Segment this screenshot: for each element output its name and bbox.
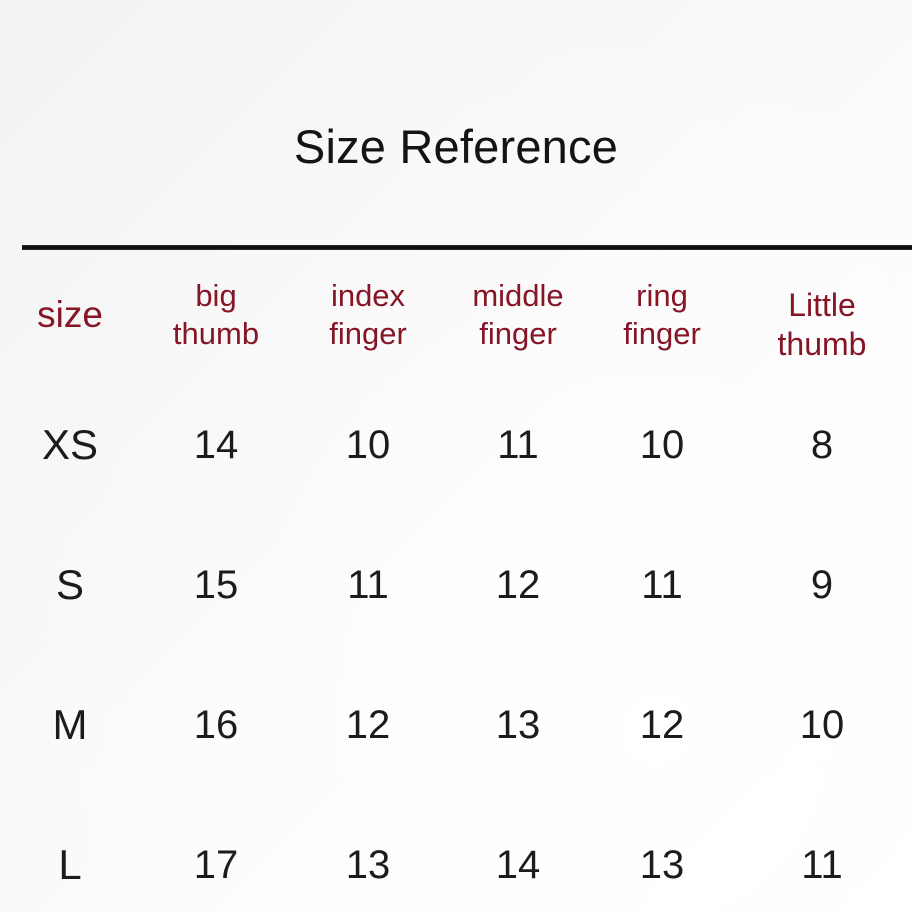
cell-little-thumb: 11	[801, 843, 843, 887]
cell-index-finger: 12	[345, 703, 391, 747]
column-header-middle-finger-line2: finger	[479, 316, 557, 351]
column-header-index-finger-line1: index	[330, 278, 406, 314]
column-header-little-thumb-line2: thumb	[777, 326, 867, 362]
column-header-big-thumb: big thumb	[140, 277, 292, 353]
cell-index-finger: 13	[345, 843, 391, 887]
column-header-middle-finger: middle finger	[444, 277, 592, 353]
cell-ring-finger: 10	[639, 423, 685, 467]
column-header-little-thumb-line1: Little	[788, 286, 856, 323]
cell-index-finger: 11	[347, 563, 389, 607]
cell-middle-finger: 11	[497, 423, 539, 467]
table-header-row: size big thumb index finger middle finge…	[0, 255, 912, 375]
cell-size: S	[55, 561, 84, 608]
column-header-middle-finger-line1: middle	[472, 278, 564, 314]
cell-size: M	[52, 701, 88, 748]
column-header-big-thumb-line1: big	[195, 278, 237, 314]
table-row: M 16 12 13 12 10	[0, 655, 912, 795]
column-header-ring-finger: ring finger	[592, 277, 732, 353]
column-header-size: size	[0, 292, 140, 337]
cell-size: XS	[41, 421, 99, 468]
table-row: S 15 11 12 11 9	[0, 515, 912, 655]
cell-big-thumb: 16	[193, 703, 239, 747]
cell-index-finger: 10	[345, 423, 391, 467]
column-header-index-finger: index finger	[292, 277, 444, 353]
size-reference-table: size big thumb index finger middle finge…	[0, 255, 912, 912]
cell-middle-finger: 14	[495, 843, 541, 887]
cell-ring-finger: 13	[639, 843, 685, 887]
cell-ring-finger: 11	[641, 563, 683, 607]
cell-middle-finger: 12	[495, 563, 541, 607]
cell-big-thumb: 14	[193, 423, 239, 467]
cell-middle-finger: 13	[495, 703, 541, 747]
table-row: XS 14 10 11 10 8	[0, 375, 912, 515]
cell-little-thumb: 9	[810, 563, 834, 607]
cell-size: L	[58, 841, 82, 888]
page-title: Size Reference	[293, 120, 619, 173]
cell-ring-finger: 12	[639, 703, 685, 747]
header-divider-rule	[22, 245, 912, 250]
column-header-ring-finger-line2: finger	[623, 316, 701, 351]
column-header-index-finger-line2: finger	[329, 316, 407, 351]
cell-little-thumb: 8	[810, 423, 834, 467]
cell-little-thumb: 10	[799, 703, 845, 747]
column-header-ring-finger-line1: ring	[636, 278, 688, 314]
column-header-big-thumb-line2: thumb	[172, 316, 260, 351]
column-header-size-line1: size	[37, 294, 103, 336]
table-row: L 17 13 14 13 11	[0, 795, 912, 912]
column-header-little-thumb: Little thumb	[732, 266, 912, 364]
cell-big-thumb: 17	[193, 843, 239, 887]
cell-big-thumb: 15	[193, 563, 239, 607]
